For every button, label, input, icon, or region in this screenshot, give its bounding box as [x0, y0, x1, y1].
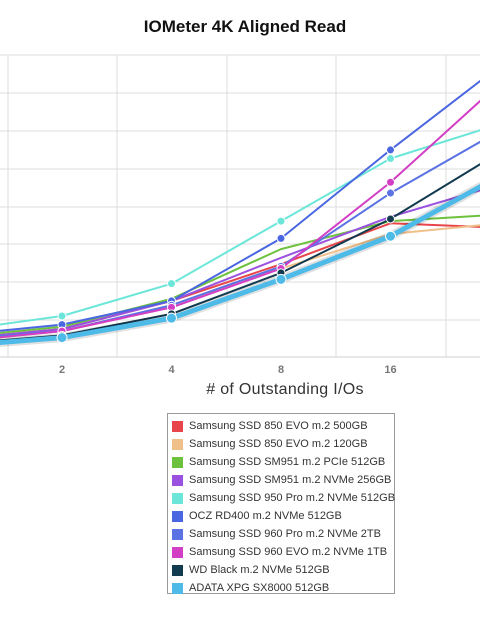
series-line-3 [0, 214, 480, 334]
legend-item[interactable]: Samsung SSD 850 EVO m.2 120GB [168, 435, 394, 453]
legend-label: Samsung SSD 850 EVO m.2 500GB [189, 420, 368, 432]
data-point-marker [276, 216, 286, 226]
legend-label: Samsung SSD 960 Pro m.2 NVMe 2TB [189, 528, 381, 540]
data-point-marker [386, 145, 395, 155]
legend-label: Samsung SSD 850 EVO m.2 120GB [189, 438, 368, 450]
legend-label: Samsung SSD SM951 m.2 NVMe 256GB [189, 474, 392, 486]
legend-swatch [172, 420, 183, 432]
data-point-marker [57, 311, 67, 321]
legend-swatch [172, 528, 183, 540]
gridlines [0, 54, 480, 358]
x-tick-label: 8 [278, 364, 284, 376]
legend-swatch [172, 492, 183, 504]
legend-swatch [172, 546, 183, 558]
data-point-marker [275, 273, 287, 285]
legend-label: Samsung SSD 950 Pro m.2 NVMe 512GB [189, 492, 396, 504]
legend: Samsung SSD 850 EVO m.2 500GB Samsung SSD… [167, 413, 395, 594]
series-line-5 [0, 129, 480, 326]
legend-item[interactable]: Samsung SSD 960 Pro m.2 NVMe 2TB [168, 525, 394, 543]
data-point-marker [167, 279, 176, 289]
legend-label: Samsung SSD 960 EVO m.2 NVMe 1TB [189, 546, 388, 558]
data-point-marker [166, 312, 177, 324]
chart-title: IOMeter 4K Aligned Read [143, 17, 347, 36]
data-point-marker [386, 214, 395, 224]
data-point-marker [386, 177, 395, 187]
legend-swatch [172, 582, 183, 594]
legend-swatch [172, 456, 183, 468]
legend-label: WD Black m.2 NVMe 512GB [189, 564, 330, 576]
legend-swatch [172, 474, 183, 486]
legend-swatch [172, 564, 183, 576]
legend-swatch [172, 438, 183, 450]
legend-label: ADATA XPG SX8000 512GB [189, 582, 330, 594]
legend-item[interactable]: Samsung SSD SM951 m.2 NVMe 256GB [168, 471, 394, 489]
legend-item[interactable]: Samsung SSD SM951 m.2 PCIe 512GB [168, 453, 394, 471]
series-lines [0, 79, 480, 347]
data-point-marker [276, 233, 286, 243]
legend-item[interactable]: OCZ RD400 m.2 NVMe 512GB [168, 507, 394, 525]
series-line-4 [0, 189, 480, 337]
legend-item[interactable]: ADATA XPG SX8000 512GB [168, 579, 394, 597]
data-point-marker [386, 154, 395, 164]
legend-item[interactable]: Samsung SSD 850 EVO m.2 500GB [168, 417, 394, 435]
series-markers [56, 145, 396, 344]
series-line-10 [0, 183, 480, 345]
x-tick-label: 2 [59, 364, 65, 376]
data-point-marker [385, 230, 396, 242]
x-tick-labels: 2 4 8 16 [59, 364, 397, 376]
data-point-marker [386, 188, 395, 198]
legend-item[interactable]: Samsung SSD 950 Pro m.2 NVMe 512GB [168, 489, 396, 507]
legend-swatch [172, 510, 183, 522]
series-line-9 [0, 163, 480, 342]
x-tick-label: 16 [384, 364, 396, 376]
x-axis-title: # of Outstanding I/Os [206, 381, 364, 398]
series-line-8 [0, 99, 480, 339]
legend-label: OCZ RD400 m.2 NVMe 512GB [189, 510, 342, 522]
data-point-marker [56, 332, 68, 344]
legend-item[interactable]: Samsung SSD 960 EVO m.2 NVMe 1TB [168, 543, 394, 561]
series-line-6 [0, 79, 480, 332]
series-line-7 [0, 140, 480, 337]
x-tick-label: 4 [168, 364, 175, 376]
legend-item[interactable]: WD Black m.2 NVMe 512GB [168, 561, 394, 579]
legend-label: Samsung SSD SM951 m.2 PCIe 512GB [189, 456, 386, 468]
